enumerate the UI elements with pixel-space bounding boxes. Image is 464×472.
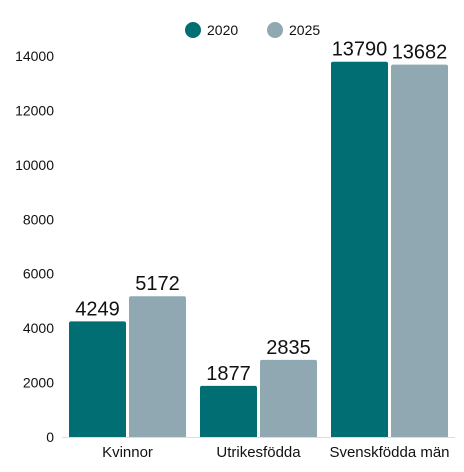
x-tick-label-svenskfodda-man: Svenskfödda män — [329, 444, 449, 461]
bar-utrikesfodda-2020 — [200, 385, 257, 437]
legend-marker-2025 — [267, 22, 283, 38]
legend-marker-2020 — [185, 22, 201, 38]
x-tick-label-kvinnor: Kvinnor — [102, 444, 153, 461]
y-tick-label-8000: 8000 — [23, 211, 54, 227]
y-tick-label-12000: 12000 — [15, 102, 54, 118]
data-label-kvinnor-2025: 5172 — [135, 273, 180, 295]
y-tick-label-4000: 4000 — [23, 320, 54, 336]
legend-label-2025: 2025 — [289, 22, 320, 38]
y-tick-label-0: 0 — [46, 429, 54, 445]
data-label-svenskfodda-man-2020: 13790 — [332, 39, 388, 61]
x-tick-label-utrikesfodda: Utrikesfödda — [216, 444, 301, 461]
bars — [69, 61, 448, 438]
data-label-kvinnor-2020: 4249 — [75, 298, 120, 320]
data-labels: 4249 5172 1877 2835 13790 13682 — [75, 39, 447, 385]
legend: 2020 2025 — [185, 22, 320, 38]
y-tick-label-14000: 14000 — [15, 48, 54, 64]
x-axis: Kvinnor Utrikesfödda Svenskfödda män — [62, 437, 455, 461]
bar-kvinnor-2025 — [129, 296, 186, 437]
legend-label-2020: 2020 — [207, 22, 238, 38]
y-tick-label-10000: 10000 — [15, 157, 54, 173]
bar-svenskfodda-man-2020 — [331, 61, 388, 438]
y-tick-label-2000: 2000 — [23, 375, 54, 391]
bar-utrikesfodda-2025 — [260, 359, 317, 437]
data-label-utrikesfodda-2020: 1877 — [206, 363, 251, 385]
bar-svenskfodda-man-2025 — [391, 64, 448, 437]
y-tick-label-6000: 6000 — [23, 266, 54, 282]
data-label-svenskfodda-man-2025: 13682 — [392, 42, 448, 64]
y-axis: 0 2000 4000 6000 8000 10000 12000 14000 — [15, 48, 54, 445]
bar-kvinnor-2020 — [69, 321, 126, 437]
data-label-utrikesfodda-2025: 2835 — [266, 337, 311, 359]
